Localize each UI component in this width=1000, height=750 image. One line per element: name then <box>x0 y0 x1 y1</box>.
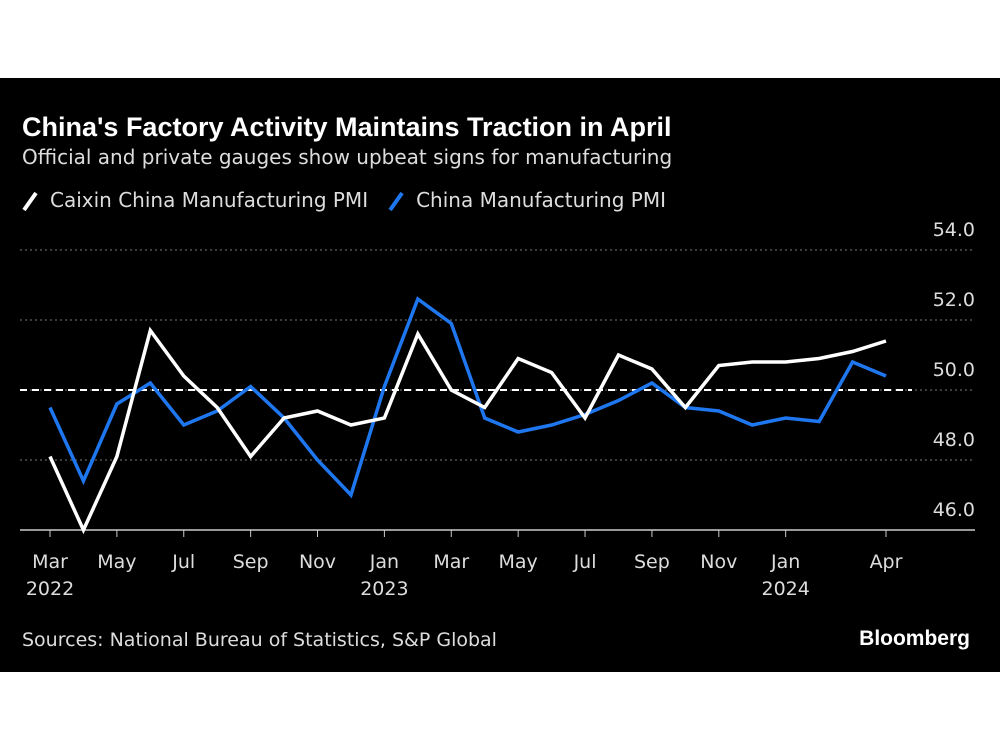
series-line <box>48 326 887 535</box>
y-tick-label: 50.0 <box>933 359 975 381</box>
x-tick-label: Mar <box>433 551 469 573</box>
x-tick-label: Jul <box>573 551 597 573</box>
x-tick-label: Mar 2022 <box>26 551 74 600</box>
x-tick-label: Sep <box>233 551 269 573</box>
x-tick-label: Apr <box>870 551 903 573</box>
y-tick-label: 54.0 <box>933 219 975 241</box>
x-tick-label: May <box>499 551 538 573</box>
y-tick-label: 48.0 <box>933 429 975 451</box>
y-tick-label: 46.0 <box>933 499 975 521</box>
legend-label: China Manufacturing PMI <box>416 188 666 212</box>
brand: Bloomberg <box>859 627 970 650</box>
x-tick-label: May <box>97 551 136 573</box>
x-tick-label: Jan 2023 <box>360 551 408 600</box>
x-tick-label: Nov <box>299 551 336 573</box>
x-tick-label: Nov <box>700 551 737 573</box>
x-tick-label: Sep <box>634 551 670 573</box>
legend-label: Caixin China Manufacturing PMI <box>50 188 368 212</box>
chart-subtitle: Official and private gauges show upbeat … <box>22 145 672 169</box>
chart-title: China's Factory Activity Maintains Tract… <box>22 112 672 142</box>
x-tick-label: Jul <box>171 551 195 573</box>
legend-swatch <box>22 191 38 212</box>
x-tick-label: Jan 2024 <box>762 551 810 600</box>
legend-swatch <box>388 191 404 212</box>
series-line <box>48 296 887 499</box>
background <box>0 78 1000 672</box>
y-tick-label: 52.0 <box>933 289 975 311</box>
source: Sources: National Bureau of Statistics, … <box>22 629 497 651</box>
